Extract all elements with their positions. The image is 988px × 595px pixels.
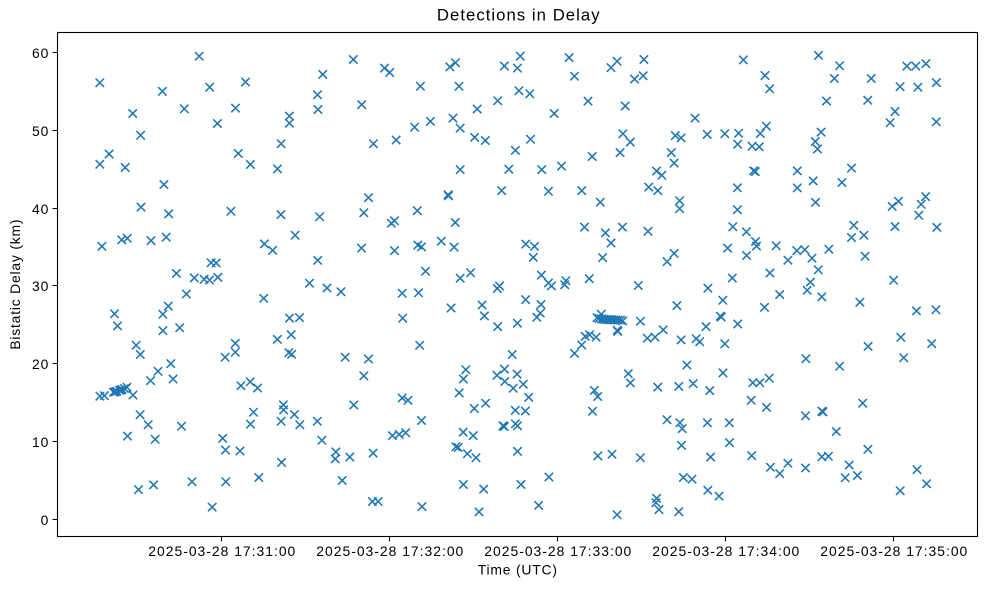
svg-text:60: 60 bbox=[32, 45, 49, 61]
svg-text:40: 40 bbox=[32, 201, 49, 217]
svg-text:20: 20 bbox=[32, 356, 49, 372]
svg-text:2025-03-28 17:31:00: 2025-03-28 17:31:00 bbox=[148, 543, 296, 559]
svg-text:2025-03-28 17:34:00: 2025-03-28 17:34:00 bbox=[652, 543, 800, 559]
svg-text:Time (UTC): Time (UTC) bbox=[478, 562, 558, 578]
svg-text:Detections in Delay: Detections in Delay bbox=[437, 5, 601, 24]
svg-text:2025-03-28 17:33:00: 2025-03-28 17:33:00 bbox=[484, 543, 632, 559]
svg-text:Bistatic Delay (km): Bistatic Delay (km) bbox=[7, 219, 23, 350]
svg-text:2025-03-28 17:35:00: 2025-03-28 17:35:00 bbox=[820, 543, 968, 559]
svg-text:10: 10 bbox=[32, 434, 49, 450]
svg-text:30: 30 bbox=[32, 278, 49, 294]
svg-text:0: 0 bbox=[41, 512, 50, 528]
svg-text:2025-03-28 17:32:00: 2025-03-28 17:32:00 bbox=[316, 543, 464, 559]
svg-text:50: 50 bbox=[32, 123, 49, 139]
